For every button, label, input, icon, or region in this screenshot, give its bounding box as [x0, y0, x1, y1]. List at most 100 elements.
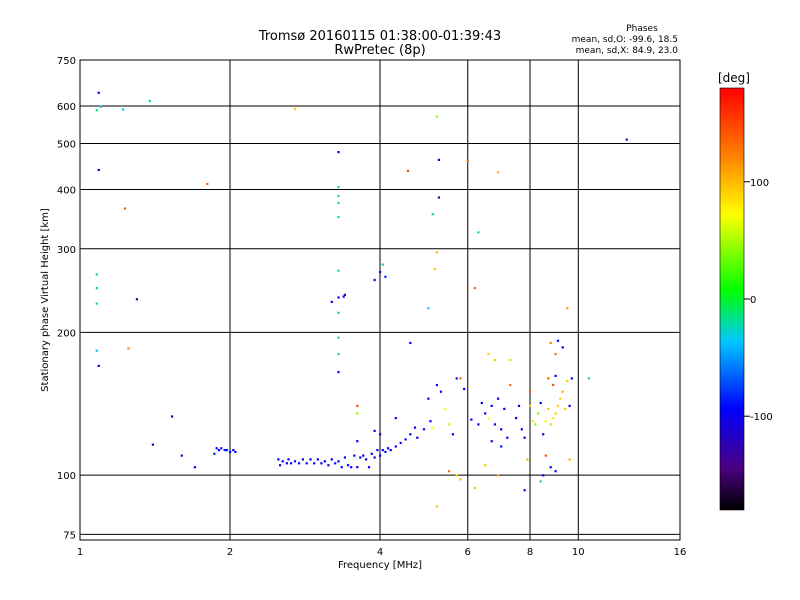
data-point: [95, 287, 98, 290]
data-point: [443, 407, 447, 410]
data-point: [416, 436, 419, 439]
data-point: [409, 433, 412, 436]
data-point: [529, 404, 532, 407]
data-point: [437, 196, 440, 199]
data-point: [287, 458, 290, 461]
data-point: [473, 287, 476, 290]
x-tick-label: 2: [227, 547, 233, 558]
data-point: [384, 275, 387, 278]
data-point: [337, 216, 340, 219]
data-point: [554, 374, 557, 377]
data-point: [337, 311, 340, 314]
data-point: [229, 450, 232, 453]
data-point: [447, 423, 451, 426]
data-point: [309, 458, 312, 461]
data-point: [463, 387, 466, 391]
y-axis-label: Stationary phase Virtual Height [km]: [40, 208, 51, 392]
x-tick-label: 16: [674, 547, 687, 558]
data-point: [549, 466, 552, 469]
data-point: [520, 428, 523, 431]
data-point: [537, 412, 540, 415]
data-point: [384, 450, 387, 453]
data-point: [427, 307, 430, 310]
data-point: [367, 466, 371, 469]
data-point: [542, 474, 545, 477]
data-point: [547, 407, 550, 410]
y-tick-label: 100: [57, 471, 76, 482]
colorbar: [719, 87, 745, 511]
data-point: [534, 423, 537, 426]
data-point: [151, 443, 154, 446]
colorbar-label: [deg]: [718, 71, 750, 85]
data-point: [123, 207, 126, 210]
y-tick-label: 400: [57, 186, 76, 197]
data-point: [497, 397, 500, 400]
data-point: [435, 251, 438, 254]
data-point: [387, 447, 390, 450]
data-point: [566, 379, 569, 383]
data-point: [566, 307, 569, 310]
data-point: [373, 456, 376, 459]
data-point: [127, 347, 130, 350]
data-point: [563, 407, 567, 410]
chart-subtitle: RwPretec (8p): [334, 43, 425, 58]
data-point: [413, 426, 417, 429]
data-point: [542, 433, 545, 436]
stats-x-line: mean, sd,X: 84.9, 23.0: [576, 46, 679, 56]
data-point: [95, 273, 98, 276]
data-point: [220, 447, 223, 450]
data-point: [330, 458, 333, 461]
data-point: [406, 169, 410, 172]
data-point: [552, 383, 555, 387]
data-point: [206, 182, 209, 186]
data-point: [337, 201, 340, 204]
data-point: [97, 168, 100, 172]
colorbar-ticks: 100 0 -100: [744, 178, 773, 423]
data-point: [193, 466, 196, 469]
data-point: [376, 449, 379, 452]
data-point: [381, 263, 384, 266]
data-point: [544, 454, 547, 457]
data-point: [459, 478, 462, 481]
data-point: [493, 358, 496, 362]
data-point: [95, 349, 98, 352]
data-point: [547, 377, 550, 380]
data-point: [523, 436, 526, 439]
data-point: [305, 462, 308, 465]
y-tick-label: 300: [57, 245, 76, 256]
data-point: [539, 401, 542, 405]
data-point: [625, 138, 628, 141]
data-point: [337, 336, 340, 339]
data-point: [234, 450, 237, 453]
data-point: [281, 460, 284, 463]
data-point: [359, 456, 362, 459]
data-point: [477, 423, 480, 426]
data-point: [526, 458, 529, 461]
data-point: [531, 420, 534, 423]
data-point: [477, 231, 480, 234]
data-point: [373, 429, 376, 432]
data-point: [470, 418, 473, 421]
data-point: [422, 428, 426, 431]
y-tick-label: 600: [57, 102, 76, 113]
data-point: [466, 159, 469, 162]
data-point: [285, 462, 288, 465]
data-point: [484, 412, 487, 415]
stats-o-line: mean, sd,O: -99.6, 18.5: [572, 35, 678, 45]
y-tick-label: 750: [57, 56, 76, 67]
data-point: [337, 460, 340, 463]
data-point: [297, 462, 301, 465]
data-point: [313, 462, 316, 465]
data-point: [337, 186, 340, 189]
data-point: [277, 458, 280, 461]
data-point: [225, 449, 228, 452]
data-point: [337, 353, 340, 356]
data-point: [433, 268, 436, 271]
data-point: [451, 433, 454, 436]
data-point: [556, 404, 560, 407]
data-point: [350, 466, 353, 469]
data-point: [539, 480, 542, 483]
data-point: [497, 474, 500, 477]
colorbar-tick-label: -100: [750, 412, 773, 423]
data-point: [330, 300, 333, 303]
